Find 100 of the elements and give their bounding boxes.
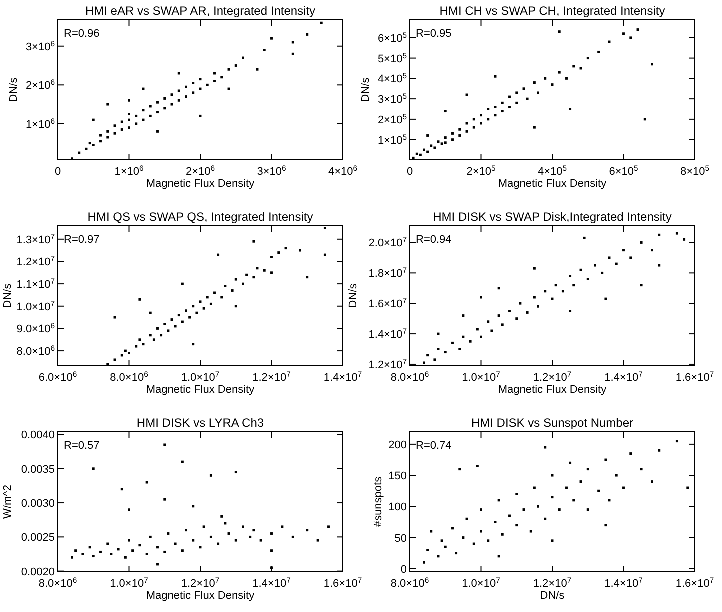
point bbox=[419, 154, 422, 156]
point bbox=[444, 136, 447, 140]
point bbox=[138, 298, 142, 301]
point bbox=[472, 118, 476, 121]
point bbox=[224, 285, 227, 288]
point bbox=[519, 302, 522, 305]
point bbox=[178, 314, 180, 317]
point bbox=[676, 440, 678, 443]
point bbox=[292, 52, 294, 56]
point bbox=[604, 524, 608, 527]
point bbox=[444, 546, 447, 548]
point bbox=[106, 103, 110, 106]
point bbox=[124, 350, 127, 352]
point bbox=[444, 351, 447, 354]
x-tick-label: 1.0×10$^{7}$ bbox=[462, 370, 500, 384]
point bbox=[210, 536, 212, 538]
point bbox=[135, 122, 138, 126]
y-tick-label: 200 bbox=[388, 439, 407, 452]
y-axis-title: DN/s bbox=[2, 283, 14, 308]
point bbox=[501, 110, 504, 113]
y-tick-label: 0.0025 bbox=[21, 532, 55, 544]
point bbox=[74, 550, 78, 552]
y-tick-label: 2×10$^{5}$ bbox=[378, 112, 407, 126]
point bbox=[181, 282, 184, 286]
point bbox=[444, 142, 447, 144]
point bbox=[586, 57, 590, 60]
point bbox=[533, 126, 536, 129]
point bbox=[206, 296, 209, 299]
point bbox=[192, 505, 195, 508]
point bbox=[544, 518, 547, 520]
annotation: R=0.97 bbox=[64, 234, 100, 246]
y-tick-label: 1.2×10$^{7}$ bbox=[16, 254, 55, 269]
point bbox=[498, 555, 500, 558]
x-tick-label: 1.2×10$^{7}$ bbox=[533, 576, 572, 590]
y-tick-label: 0.0030 bbox=[21, 498, 55, 510]
point bbox=[416, 152, 418, 156]
point bbox=[124, 556, 127, 559]
point bbox=[583, 236, 586, 240]
point bbox=[146, 481, 148, 484]
y-tick-label: 150 bbox=[388, 470, 407, 483]
point bbox=[487, 320, 490, 324]
x-tick-label: 8×10$^{5}$ bbox=[680, 164, 710, 178]
point bbox=[469, 340, 472, 343]
point bbox=[120, 488, 124, 491]
point bbox=[220, 515, 224, 518]
point bbox=[598, 490, 600, 492]
y-axis-title: DN/s bbox=[8, 77, 20, 102]
y-tick-label: 1.2×10$^{7}$ bbox=[368, 356, 407, 372]
x-tick-label: 1.2×10$^{7}$ bbox=[181, 576, 220, 590]
point bbox=[630, 256, 632, 260]
point bbox=[516, 492, 518, 496]
point bbox=[426, 548, 430, 552]
x-axis-title: Magnetic Flux Density bbox=[498, 178, 608, 190]
point bbox=[498, 499, 500, 502]
y-tick-label: 1.0×10$^{7}$ bbox=[16, 298, 55, 314]
point bbox=[220, 296, 224, 299]
x-tick-label: 4×10$^{6}$ bbox=[328, 164, 358, 178]
point bbox=[544, 77, 547, 80]
point bbox=[569, 462, 572, 464]
point bbox=[683, 238, 686, 241]
point bbox=[501, 533, 504, 536]
point bbox=[181, 460, 184, 464]
point bbox=[188, 316, 192, 319]
point bbox=[164, 107, 166, 110]
x-tick-label: 6.0×10$^{6}$ bbox=[38, 370, 78, 384]
y-axis-title: #sunspots bbox=[372, 476, 384, 528]
point bbox=[487, 118, 490, 121]
point bbox=[292, 536, 294, 538]
point bbox=[444, 110, 447, 113]
annotation: R=0.94 bbox=[416, 234, 452, 246]
point bbox=[430, 144, 433, 148]
point bbox=[192, 343, 195, 346]
point bbox=[234, 278, 238, 281]
y-tick-label: 1×10$^{6}$ bbox=[26, 116, 55, 131]
point bbox=[676, 232, 678, 235]
point bbox=[434, 358, 436, 362]
point bbox=[440, 142, 444, 146]
point bbox=[598, 50, 600, 54]
point bbox=[530, 530, 532, 533]
point bbox=[501, 102, 504, 104]
point bbox=[135, 114, 138, 118]
chart-title: HMI DISK vs LYRA Ch3 bbox=[136, 416, 264, 430]
point bbox=[249, 536, 252, 538]
point bbox=[281, 526, 284, 528]
point bbox=[149, 536, 152, 538]
point bbox=[252, 240, 256, 243]
point bbox=[533, 267, 536, 270]
y-tick-label: 3×10$^{6}$ bbox=[26, 38, 55, 54]
chart-title: HMI DISK vs SWAP Disk,Integrated Intensity bbox=[433, 210, 672, 224]
point bbox=[440, 540, 444, 542]
x-tick-label: 1.4×10$^{7}$ bbox=[324, 370, 362, 384]
point bbox=[516, 318, 518, 320]
x-tick-label: 1.4×10$^{7}$ bbox=[604, 576, 643, 590]
point bbox=[426, 354, 430, 357]
point bbox=[252, 276, 256, 279]
x-tick-label: 3×10$^{6}$ bbox=[257, 164, 286, 178]
y-tick-label: 1.4×10$^{7}$ bbox=[368, 326, 407, 342]
point bbox=[263, 269, 266, 272]
x-axis-title: DN/s bbox=[540, 590, 566, 602]
annotation: R=0.74 bbox=[416, 440, 452, 452]
